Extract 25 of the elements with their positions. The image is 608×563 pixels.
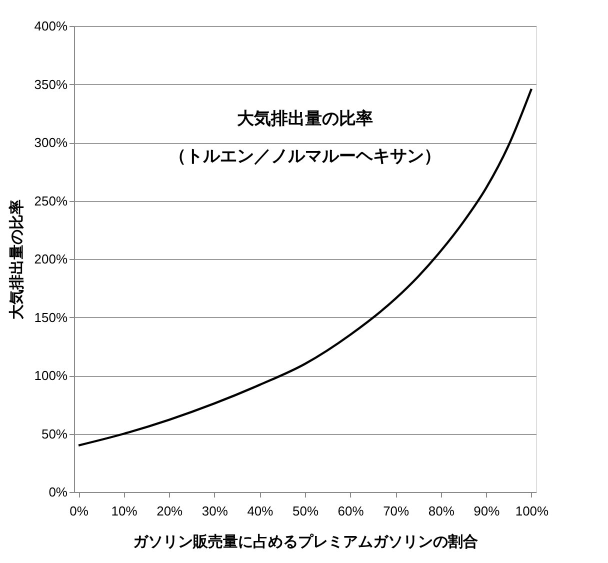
x-tick-label: 60%	[338, 504, 364, 518]
y-tick-label: 50%	[41, 426, 68, 442]
text: 大気排出量の比率	[237, 109, 373, 128]
x-tick-label: 90%	[474, 504, 500, 518]
x-tick-label: 20%	[156, 504, 184, 518]
x-tick-label: 30%	[202, 504, 228, 518]
y-tick-label: 400%	[34, 18, 68, 34]
line-series	[77, 88, 533, 446]
y-tick-label: 250%	[34, 193, 68, 208]
y-tick-label: 300%	[34, 135, 68, 150]
y-tick-label: 100%	[34, 368, 68, 383]
text: （トルエン／ノルマルーヘキサン）	[169, 146, 441, 166]
y-tick-label: 150%	[34, 310, 68, 325]
x-axis-title: ガソリン販売量に占めるプレミアムガソリンの割合	[133, 534, 478, 550]
y-tick-label: 350%	[34, 76, 68, 92]
y-axis-title: 大気排出量の比率	[7, 200, 26, 320]
x-tick-label: 100%	[515, 504, 550, 518]
x-tick-label: 40%	[247, 504, 274, 518]
y-tick-label: 0%	[48, 484, 68, 500]
x-tick-label: 50%	[292, 504, 319, 518]
x-tick-label: 70%	[383, 504, 410, 518]
x-tick-label: 10%	[111, 504, 138, 518]
x-tick-label: 80%	[428, 504, 455, 518]
y-tick-label: 200%	[34, 252, 68, 266]
x-tick-label: 0%	[70, 504, 89, 518]
